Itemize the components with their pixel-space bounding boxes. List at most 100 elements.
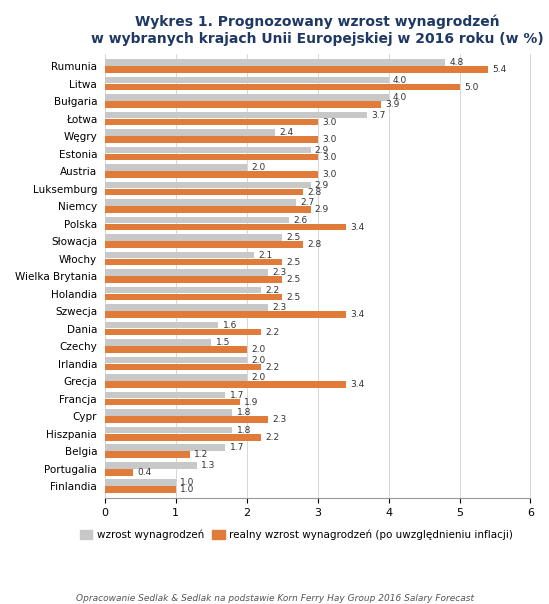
Bar [105, 381, 346, 388]
Text: 1.6: 1.6 [222, 321, 237, 330]
Bar [105, 119, 318, 126]
Bar [105, 364, 261, 370]
Bar [105, 416, 268, 423]
Bar [105, 147, 311, 153]
Legend: wzrost wynagrodzeń, realny wzrost wynagrodzeń (po uwzględnieniu inflacji): wzrost wynagrodzeń, realny wzrost wynagr… [76, 525, 517, 544]
Text: 2.0: 2.0 [251, 345, 265, 354]
Bar [105, 66, 488, 73]
Bar [105, 427, 232, 434]
Text: 2.9: 2.9 [315, 146, 329, 155]
Bar [105, 217, 289, 223]
Bar [105, 469, 133, 475]
Bar [105, 311, 346, 318]
Text: 2.9: 2.9 [315, 181, 329, 190]
Text: 2.5: 2.5 [287, 233, 301, 242]
Bar [105, 154, 318, 161]
Bar [105, 486, 176, 493]
Text: 1.8: 1.8 [237, 426, 251, 435]
Text: 2.3: 2.3 [272, 303, 287, 312]
Bar [105, 252, 254, 259]
Bar [105, 346, 247, 353]
Bar [105, 304, 268, 311]
Bar [105, 207, 311, 213]
Bar [105, 434, 261, 440]
Bar [105, 77, 389, 83]
Bar [105, 112, 367, 118]
Bar [105, 374, 247, 381]
Bar [105, 224, 346, 231]
Bar [105, 339, 211, 346]
Bar [105, 164, 247, 171]
Bar [105, 241, 304, 248]
Bar [105, 269, 268, 276]
Text: 1.0: 1.0 [180, 478, 194, 487]
Bar [105, 101, 382, 108]
Bar [105, 234, 282, 241]
Bar [105, 451, 190, 458]
Text: 3.9: 3.9 [386, 100, 400, 109]
Text: 1.3: 1.3 [201, 461, 216, 470]
Text: 1.5: 1.5 [215, 338, 230, 347]
Text: 3.7: 3.7 [372, 111, 386, 120]
Text: 2.4: 2.4 [279, 128, 294, 137]
Text: 1.0: 1.0 [180, 485, 194, 494]
Text: 2.2: 2.2 [265, 327, 279, 336]
Bar [105, 287, 261, 294]
Text: 2.0: 2.0 [251, 356, 265, 365]
Text: 1.9: 1.9 [244, 397, 258, 406]
Bar [105, 392, 226, 399]
Bar [105, 172, 318, 178]
Text: 2.3: 2.3 [272, 268, 287, 277]
Bar [105, 399, 239, 405]
Text: Opracowanie Sedlak & Sedlak na podstawie Korn Ferry Hay Group 2016 Salary Foreca: Opracowanie Sedlak & Sedlak na podstawie… [76, 594, 473, 603]
Text: 3.4: 3.4 [350, 223, 365, 231]
Text: 2.9: 2.9 [315, 205, 329, 214]
Bar [105, 462, 197, 469]
Bar [105, 84, 460, 91]
Text: 2.2: 2.2 [265, 432, 279, 442]
Bar [105, 137, 318, 143]
Text: 0.4: 0.4 [137, 467, 152, 477]
Text: 2.8: 2.8 [307, 240, 322, 249]
Text: 1.2: 1.2 [194, 450, 209, 459]
Text: 1.8: 1.8 [237, 408, 251, 417]
Text: 2.8: 2.8 [307, 188, 322, 197]
Bar [105, 182, 311, 188]
Text: 2.3: 2.3 [272, 415, 287, 424]
Text: 5.0: 5.0 [464, 83, 478, 92]
Text: 2.1: 2.1 [258, 251, 272, 260]
Text: 4.0: 4.0 [393, 76, 407, 85]
Bar [105, 94, 389, 101]
Text: 3.0: 3.0 [322, 135, 337, 144]
Bar [105, 480, 176, 486]
Text: 3.4: 3.4 [350, 310, 365, 319]
Bar [105, 294, 282, 300]
Text: 2.2: 2.2 [265, 362, 279, 371]
Text: 4.0: 4.0 [393, 93, 407, 102]
Text: 2.2: 2.2 [265, 286, 279, 295]
Text: 4.8: 4.8 [450, 58, 464, 67]
Text: 2.5: 2.5 [287, 275, 301, 284]
Text: 3.0: 3.0 [322, 153, 337, 162]
Bar [105, 199, 296, 206]
Title: Wykres 1. Prognozowany wzrost wynagrodzeń
w wybranych krajach Unii Europejskiej : Wykres 1. Prognozowany wzrost wynagrodze… [91, 15, 544, 46]
Bar [105, 322, 219, 329]
Text: 2.5: 2.5 [287, 258, 301, 266]
Text: 2.7: 2.7 [301, 198, 315, 207]
Bar [105, 129, 275, 136]
Text: 2.0: 2.0 [251, 373, 265, 382]
Text: 2.5: 2.5 [287, 292, 301, 301]
Text: 2.0: 2.0 [251, 163, 265, 172]
Text: 1.7: 1.7 [229, 443, 244, 452]
Text: 3.4: 3.4 [350, 380, 365, 389]
Text: 2.6: 2.6 [294, 216, 308, 225]
Bar [105, 445, 226, 451]
Bar [105, 410, 232, 416]
Bar [105, 259, 282, 265]
Text: 1.7: 1.7 [229, 391, 244, 400]
Bar [105, 329, 261, 335]
Text: 3.0: 3.0 [322, 118, 337, 127]
Bar [105, 189, 304, 196]
Bar [105, 357, 247, 364]
Text: 3.0: 3.0 [322, 170, 337, 179]
